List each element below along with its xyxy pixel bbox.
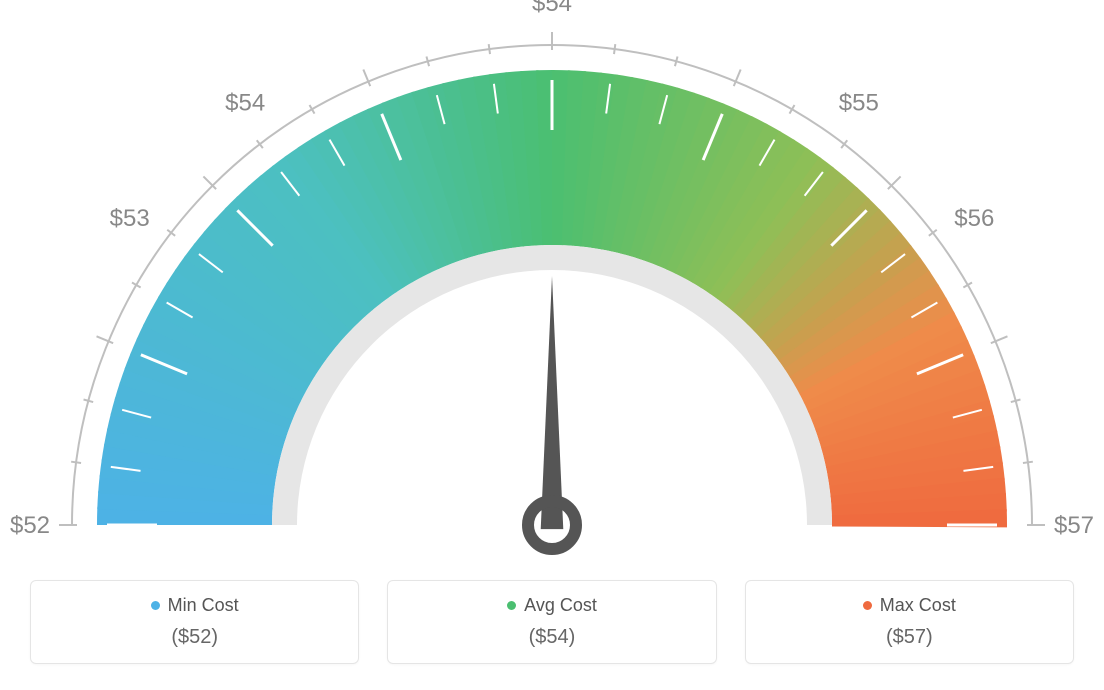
- legend-text-min: Min Cost: [168, 595, 239, 616]
- legend-label-max: Max Cost: [863, 595, 956, 616]
- legend-value-min: ($52): [41, 626, 348, 649]
- legend-label-avg: Avg Cost: [507, 595, 597, 616]
- legend-value-avg: ($54): [398, 626, 705, 649]
- legend-dot-avg: [507, 601, 516, 610]
- svg-text:$53: $53: [110, 205, 150, 232]
- legend-value-max: ($57): [756, 626, 1063, 649]
- legend-dot-max: [863, 601, 872, 610]
- svg-text:$54: $54: [532, 0, 572, 17]
- svg-text:$52: $52: [10, 512, 50, 539]
- legend-text-max: Max Cost: [880, 595, 956, 616]
- svg-text:$54: $54: [225, 90, 265, 117]
- gauge-svg: $52 $53 $54 $54 $55 $56 $57: [0, 0, 1104, 570]
- svg-text:$57: $57: [1054, 512, 1094, 539]
- legend-row: Min Cost ($52) Avg Cost ($54) Max Cost (…: [0, 570, 1104, 664]
- svg-text:$55: $55: [839, 90, 879, 117]
- legend-text-avg: Avg Cost: [524, 595, 597, 616]
- legend-label-min: Min Cost: [151, 595, 239, 616]
- legend-card-min: Min Cost ($52): [30, 580, 359, 664]
- legend-card-max: Max Cost ($57): [745, 580, 1074, 664]
- legend-card-avg: Avg Cost ($54): [387, 580, 716, 664]
- svg-text:$56: $56: [954, 205, 994, 232]
- legend-dot-min: [151, 601, 160, 610]
- gauge-chart: $52 $53 $54 $54 $55 $56 $57: [0, 0, 1104, 570]
